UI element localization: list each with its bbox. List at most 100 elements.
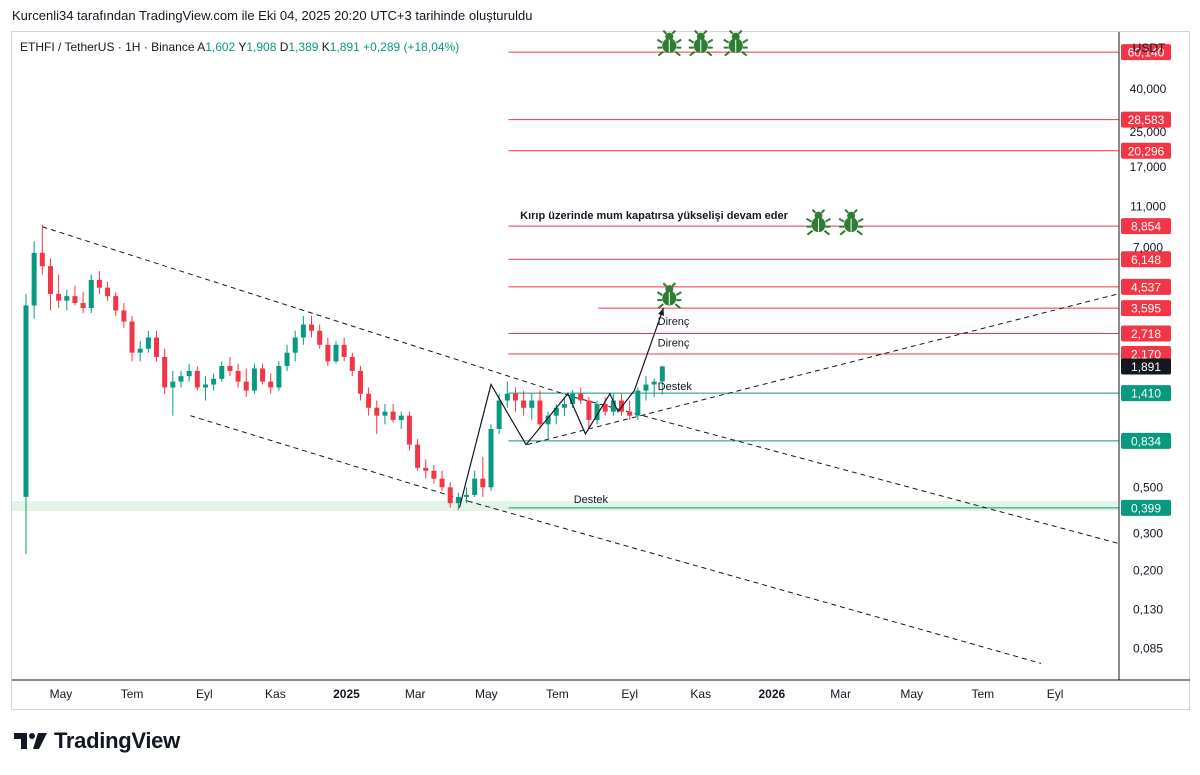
x-tick-label: May: [900, 687, 923, 701]
candle-body: [243, 381, 249, 391]
candle-body: [260, 368, 266, 382]
x-tick-label: 2025: [333, 687, 360, 701]
candle-body: [521, 400, 527, 408]
bull-icon: [723, 29, 749, 57]
chart-annotation: Destek: [658, 381, 693, 393]
change-value: +0,289 (+18,04%): [360, 40, 459, 54]
candle-body: [276, 366, 282, 388]
candle-body: [47, 266, 53, 294]
candle-body: [529, 400, 535, 408]
x-tick-label: 2026: [759, 687, 786, 701]
price-level-badge: [1121, 325, 1171, 342]
price-level-badge: [1121, 345, 1171, 362]
candle-body: [406, 415, 412, 445]
high-label: Y: [235, 40, 246, 54]
candle-body: [235, 370, 241, 382]
x-tick-label: Mar: [405, 687, 426, 701]
candle-body: [23, 305, 29, 497]
price-level-label: 1,410: [1131, 387, 1161, 401]
price-level-badge: [1121, 111, 1171, 128]
x-tick-label: Tem: [971, 687, 994, 701]
candle-body: [537, 400, 543, 425]
candle-body: [561, 404, 567, 408]
tradingview-logo[interactable]: TradingView: [14, 728, 180, 754]
candle-body: [309, 324, 315, 331]
bull-icon: [688, 29, 714, 57]
y-tick-label: 0,500: [1133, 480, 1163, 494]
price-level-badge: [1121, 432, 1171, 449]
price-level-label: 4,537: [1131, 280, 1161, 294]
candle-body: [512, 393, 518, 401]
candle-body: [496, 400, 502, 430]
candle-body: [341, 344, 347, 357]
candle-body: [651, 381, 657, 385]
y-tick-label: 0,130: [1133, 603, 1163, 617]
candle-body: [194, 370, 200, 388]
candle-body: [292, 337, 298, 353]
price-level-badge: [1121, 251, 1171, 268]
candle-body: [415, 444, 421, 468]
candle-body: [643, 384, 649, 391]
y-tick-label: 0,200: [1133, 564, 1163, 578]
candle-body: [382, 411, 388, 416]
chart-annotation: Kırıp üzerinde mum kapatırsa yükselişi d…: [520, 210, 788, 222]
candle-body: [105, 287, 111, 297]
candle-body: [129, 321, 135, 353]
candle-body: [64, 296, 70, 301]
brand-name: TradingView: [54, 728, 180, 753]
candle-body: [619, 400, 625, 412]
candle-body: [349, 356, 355, 371]
price-level-badge: [1121, 278, 1171, 295]
y-tick-label: 0,300: [1133, 527, 1163, 541]
x-tick-label: Eyl: [196, 687, 213, 701]
low-value: 1,389: [288, 40, 318, 54]
candle-body: [545, 415, 551, 425]
support-zone: [12, 501, 1118, 512]
y-tick-label: 40,000: [1130, 82, 1167, 96]
y-tick-label: 25,000: [1130, 125, 1167, 139]
path-arrowhead: [658, 307, 664, 316]
price-level-label: 6,148: [1131, 253, 1161, 267]
symbol-name: ETHFI / TetherUS · 1H · Binance: [20, 40, 197, 54]
candle-body: [553, 407, 559, 416]
candle-body: [464, 494, 470, 497]
price-level-label: 60,140: [1128, 46, 1165, 60]
candle-body: [480, 478, 486, 488]
candle-body: [145, 337, 151, 349]
price-level-label: 0,834: [1131, 434, 1161, 448]
x-tick-label: Kas: [265, 687, 286, 701]
candle-body: [472, 478, 478, 495]
symbol-header: ETHFI / TetherUS · 1H · Binance A1,602 Y…: [20, 40, 459, 54]
channel-lower-ext-line: [467, 500, 1042, 664]
candle-body: [455, 496, 461, 504]
candle-body: [202, 384, 208, 388]
price-level-label: 8,854: [1131, 220, 1161, 234]
candle-body: [374, 407, 380, 416]
candle-body: [121, 310, 127, 322]
open-value: 1,602: [205, 40, 235, 54]
candle-body: [431, 470, 437, 479]
candle-body: [398, 415, 404, 420]
bull-icon: [656, 282, 682, 309]
price-level-label: 3,595: [1131, 302, 1161, 316]
low-label: D: [276, 40, 288, 54]
y-tick-label: 7,000: [1133, 241, 1163, 255]
candle-body: [227, 366, 233, 371]
price-level-label: 28,583: [1128, 113, 1165, 127]
chart-annotation: Direnç: [658, 316, 690, 328]
x-tick-label: May: [50, 687, 73, 701]
close-value: 1,891: [330, 40, 360, 54]
high-value: 1,908: [246, 40, 276, 54]
candle-body: [113, 296, 119, 311]
candle-body: [333, 344, 339, 362]
candle-body: [137, 348, 143, 353]
candle-body: [219, 366, 225, 379]
candle-body: [251, 368, 257, 391]
candle-body: [72, 296, 78, 304]
candle-body: [357, 370, 363, 394]
price-level-label: 2,170: [1131, 347, 1161, 361]
open-label: A: [197, 40, 205, 54]
last-price-badge: [1121, 358, 1171, 375]
price-level-label: 2,718: [1131, 327, 1161, 341]
